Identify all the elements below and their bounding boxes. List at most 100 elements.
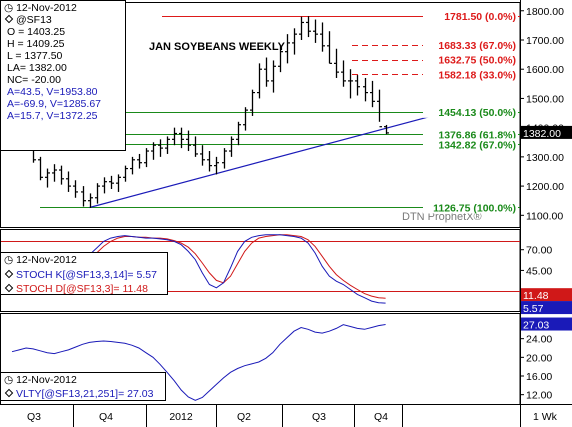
vlty-tick-label: 16.00: [526, 371, 552, 383]
vlty-tick-label: 20.00: [526, 352, 552, 364]
price-bar: [137, 153, 142, 169]
level-label: 1683.33 (67.0%): [438, 40, 516, 52]
stoch-d-value-box: [521, 288, 572, 302]
price-bar: [348, 69, 353, 99]
price-bar: [264, 57, 269, 87]
price-bar: [320, 22, 325, 52]
stoch-k-label: STOCH K[@SF13,3,14]= 5.57: [16, 269, 157, 281]
price-bar: [384, 124, 389, 135]
price-bar: [165, 136, 170, 154]
diamond-icon: [4, 283, 14, 293]
info-last: LA= 1382.00: [7, 62, 67, 74]
price-bar: [292, 28, 297, 55]
level-label-bg: [423, 53, 518, 66]
price-tick-label: 1600.00: [526, 64, 564, 76]
price-bar: [243, 107, 248, 131]
vlty-tick-label: 24.00: [526, 334, 552, 346]
price-bar: [116, 174, 121, 192]
time-tick-label: Q3: [27, 411, 41, 423]
level-label-bg: [423, 10, 518, 23]
price-bar: [95, 183, 100, 204]
price-bar: [45, 168, 50, 188]
level-label-bg: [423, 38, 518, 51]
price-info-panel: ◷ 12-Nov-2012 @SF13 O = 1403.25 H = 1409…: [0, 0, 126, 151]
info-low: L = 1377.50: [7, 50, 63, 62]
time-tick-label: Q4: [374, 411, 388, 423]
level-label-bg: [423, 128, 518, 141]
price-bar: [52, 164, 57, 182]
volatility-panel: [11, 324, 386, 401]
price-bar: [285, 34, 290, 64]
info-high: H = 1409.25: [7, 38, 65, 50]
info-date: 12-Nov-2012: [16, 2, 77, 14]
level-label: 1126.75 (100.0%): [433, 202, 516, 214]
price-bar: [363, 77, 368, 102]
stoch-tick-label: 45.00: [526, 265, 552, 277]
price-bar: [59, 165, 64, 185]
price-bar: [271, 60, 276, 93]
price-bar: [193, 136, 198, 157]
stoch-k-value: 5.57: [523, 303, 544, 315]
price-bar: [130, 156, 135, 175]
watermark: DTN ProphetX®: [402, 211, 482, 223]
axis-labels: 1100.001200.001300.001400.001500.001600.…: [27, 6, 572, 427]
price-tick-label: 1700.00: [526, 35, 564, 47]
vlty-info-panel: ◷ 12-Nov-2012 VLTY[@SF13,21,251]= 27.03: [0, 372, 166, 401]
info-net-change: NC= -20.00: [7, 74, 61, 86]
price-bar: [377, 89, 382, 128]
level-label-bg: [423, 201, 518, 214]
last-price-value: 1382.00: [523, 128, 561, 140]
price-bar: [151, 142, 156, 160]
level-label: 1632.75 (50.0%): [438, 55, 516, 67]
timeframe-label: 1 Wk: [533, 411, 558, 423]
stoch-k-value-box: [521, 301, 572, 315]
price-bar: [179, 127, 184, 149]
level-label: 1454.13 (50.0%): [438, 107, 516, 119]
level-label-bg: [423, 105, 518, 118]
info-cursor-b: A=-69.9, V=1285.67: [7, 98, 101, 110]
time-tick-label: 2012: [169, 411, 193, 423]
vlty-label: VLTY[@SF13,21,251]= 27.03: [16, 388, 154, 400]
price-bar: [172, 127, 177, 146]
price-bar: [158, 139, 163, 157]
info-cursor-a: A=43.5, V=1953.80: [7, 86, 98, 98]
price-bar: [88, 193, 93, 209]
price-tick-label: 1100.00: [526, 210, 563, 222]
vlty-value: 27.03: [523, 320, 549, 332]
time-tick-label: Q4: [99, 411, 113, 423]
price-bar: [370, 80, 375, 108]
price-bar: [299, 16, 304, 40]
price-bar: [109, 175, 114, 190]
price-bar: [341, 60, 346, 87]
vlty-value-box: [521, 317, 572, 331]
stoch-d-label: STOCH D[@SF13,3]= 11.48: [16, 283, 148, 295]
price-bar: [229, 136, 234, 157]
price-tick-label: 1300.00: [526, 152, 564, 164]
time-tick-label: Q3: [312, 411, 326, 423]
price-bar: [207, 151, 212, 172]
clock-icon: ◷: [4, 2, 14, 14]
stoch-tick-label: 70.00: [526, 245, 552, 257]
level-label: 1781.50 (0.0%): [444, 11, 516, 23]
last-price-value-box: [521, 125, 572, 139]
price-bar: [144, 148, 149, 168]
time-tick-label: Q2: [237, 411, 251, 423]
price-bar: [214, 156, 219, 175]
price-bar: [313, 19, 318, 43]
level-label-bg: [423, 68, 518, 81]
stoch-d-value: 11.48: [523, 290, 549, 302]
price-bar: [222, 148, 227, 169]
diamond-icon: [4, 14, 14, 24]
price-tick-label: 1800.00: [526, 6, 564, 18]
price-tick-label: 1200.00: [526, 181, 564, 193]
price-bar: [327, 31, 332, 64]
price-bar: [200, 145, 205, 166]
clock-icon: ◷: [4, 254, 14, 266]
price-tick-label: 1500.00: [526, 93, 564, 105]
chart-title: JAN SOYBEANS WEEKLY: [149, 41, 286, 53]
price-bar: [73, 180, 78, 198]
price-bar: [66, 171, 71, 192]
level-label: 1582.18 (33.0%): [438, 69, 516, 81]
